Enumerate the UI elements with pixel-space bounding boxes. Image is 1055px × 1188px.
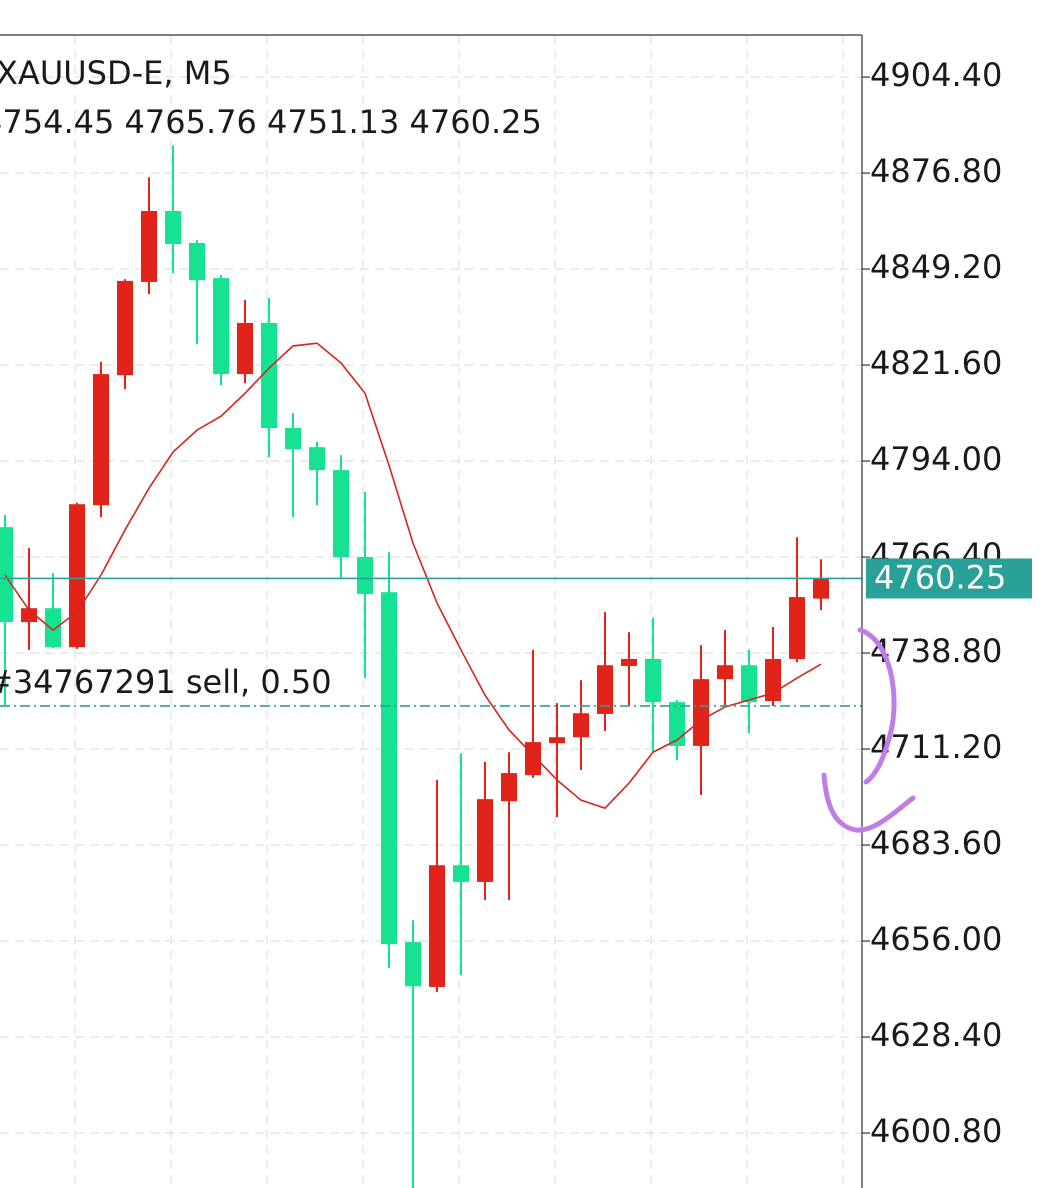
candle-body — [333, 470, 349, 558]
candle-body — [285, 428, 301, 450]
y-tick-label: 4904.40 — [870, 56, 1002, 94]
candle-body — [741, 665, 757, 703]
candle-body — [93, 374, 109, 506]
candle-body — [189, 242, 205, 281]
candle-body — [141, 210, 157, 282]
candle-body — [381, 592, 397, 945]
candle-body — [21, 608, 37, 623]
candle-body — [789, 597, 805, 659]
y-tick-label: 4683.60 — [870, 824, 1002, 862]
price-badge — [866, 558, 1032, 599]
plot — [0, 145, 862, 1188]
candle-body — [645, 658, 661, 703]
candle-body — [213, 278, 229, 375]
y-tick-label: 4738.80 — [870, 632, 1002, 670]
candle-body — [69, 504, 85, 648]
candle-body — [597, 665, 613, 714]
y-tick-label: 4849.20 — [870, 248, 1002, 286]
y-tick-label: 4656.00 — [870, 920, 1002, 958]
y-tick-label: 4628.40 — [870, 1016, 1002, 1054]
ohlc-close: 4760.25 — [410, 103, 542, 141]
ohlc-readout: 4754.45 4765.76 4751.13 4760.25 — [0, 103, 542, 141]
y-tick-label: 4821.60 — [870, 344, 1002, 382]
annotation-stroke — [821, 772, 916, 833]
candle-body — [693, 679, 709, 746]
candle-body — [309, 447, 325, 471]
candle-body — [501, 773, 517, 802]
ohlc-low: 4751.13 — [267, 103, 399, 141]
chart-title: XAUUSD-E, M5 — [0, 54, 232, 92]
ohlc-high: 4765.76 — [125, 103, 257, 141]
y-tick-label: 4600.80 — [870, 1112, 1002, 1150]
order-label: #34767291 sell, 0.50 — [0, 663, 332, 701]
candle-body — [549, 737, 565, 744]
grid — [0, 35, 862, 1188]
candle-body — [453, 865, 469, 882]
candle-body — [405, 942, 421, 987]
candle-body — [357, 557, 373, 594]
hand-drawn-annotation — [821, 627, 916, 833]
candle-body — [573, 713, 589, 738]
candle-body — [261, 322, 277, 429]
y-axis: 4904.404876.804849.204821.604794.004766.… — [862, 56, 1002, 1150]
y-tick-label: 4876.80 — [870, 152, 1002, 190]
candle-body — [525, 742, 541, 776]
candle-body — [669, 702, 685, 746]
candle-body — [429, 865, 445, 987]
candle-body — [0, 527, 13, 623]
candle-body — [117, 280, 133, 376]
y-tick-label: 4794.00 — [870, 440, 1002, 478]
candle-body — [717, 665, 733, 680]
candle-body — [477, 799, 493, 882]
candle-body — [45, 608, 61, 648]
annotation-stroke — [857, 627, 897, 785]
candle-body — [813, 578, 829, 599]
price-badge-label: 4760.25 — [874, 558, 1006, 596]
moving-average-line — [4, 342, 822, 810]
candle-body — [165, 210, 181, 245]
candle-body — [237, 322, 253, 375]
candle-body — [621, 658, 637, 666]
ohlc-open: 4754.45 — [0, 103, 114, 141]
